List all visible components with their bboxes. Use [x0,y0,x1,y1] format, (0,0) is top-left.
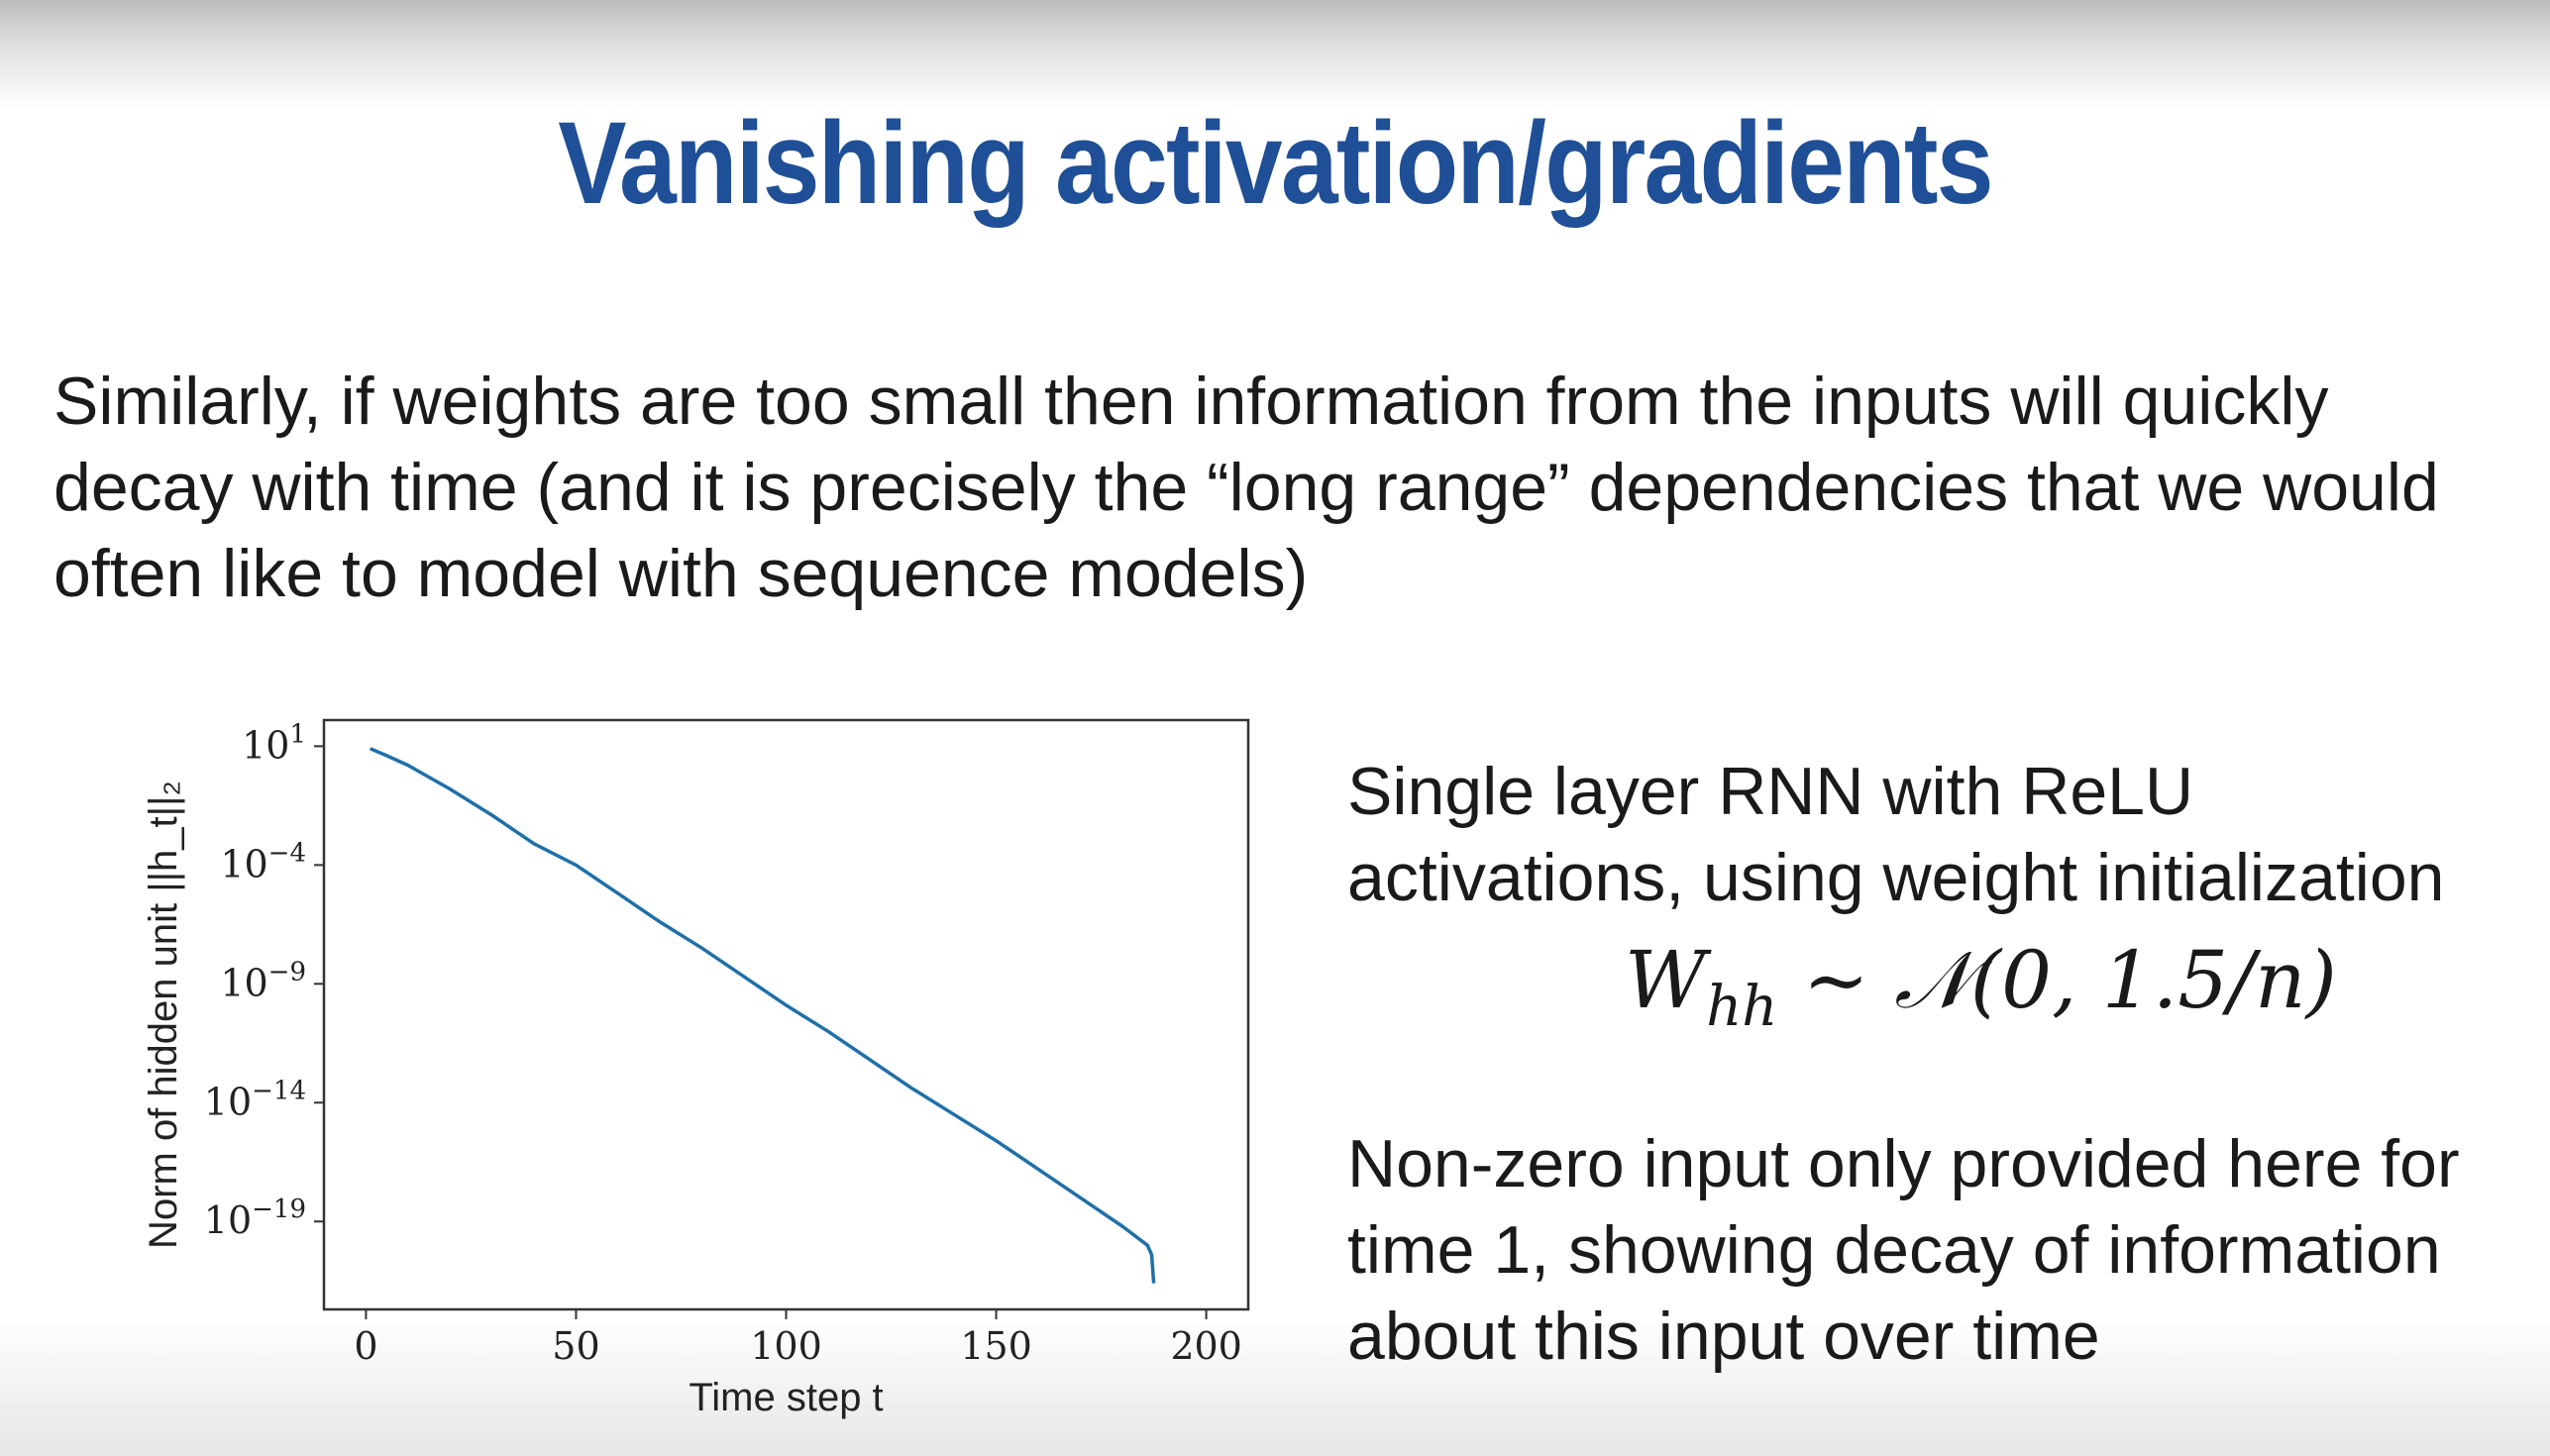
note-paragraph: Non-zero input only provided here for ti… [1347,1121,2460,1380]
description-paragraph: Single layer RNN with ReLU activations, … [1347,749,2445,921]
intro-line: Similarly, if weights are too small then… [53,364,2329,439]
top-shade [0,0,2550,109]
y-axis-label: Norm of hidden unit ||h_t||₂ [142,780,185,1249]
y-tick-label: 10−14 [204,1076,306,1123]
formula-subscript: hh [1706,975,1778,1039]
formula-rhs: ∼ 𝒩(0, 1.5/n) [1802,934,2337,1026]
series-line [370,747,1156,1284]
x-tick-label: 200 [1170,1324,1242,1368]
note-line: time 1, showing decay of information [1347,1212,2441,1288]
y-tick-label: 101 [242,719,306,767]
weight-init-formula: Whh ∼ 𝒩(0, 1.5/n) [1625,931,2337,1057]
description-line: Single layer RNN with ReLU [1347,754,2194,829]
bottom-shade [0,1317,2550,1456]
x-tick-label: 100 [750,1324,822,1368]
slide-title: Vanishing activation/gradients [558,98,1993,229]
intro-line: decay with time (and it is precisely the… [53,450,2439,525]
x-tick-label: 50 [552,1324,599,1368]
plot-frame [322,718,1250,1311]
x-tick-label: 150 [960,1324,1032,1368]
note-line: about this input over time [1347,1299,2100,1374]
intro-line: often like to model with sequence models… [53,536,1309,611]
hidden-norm-chart: 0 50 100 150 200 101 10−4 10−9 10−14 10−19 Time st… [142,718,1250,1419]
x-tick-label: 0 [354,1324,377,1368]
y-tick-label: 10−9 [220,957,306,1004]
formula-lhs: W [1625,934,1707,1026]
x-axis-label: Time step t [689,1376,883,1419]
intro-paragraph: Similarly, if weights are too small then… [53,359,2530,617]
y-tick-label: 10−19 [204,1195,306,1242]
y-tick-label: 10−4 [220,838,306,885]
note-line: Non-zero input only provided here for [1347,1126,2460,1201]
description-line: activations, using weight initialization [1347,840,2445,915]
